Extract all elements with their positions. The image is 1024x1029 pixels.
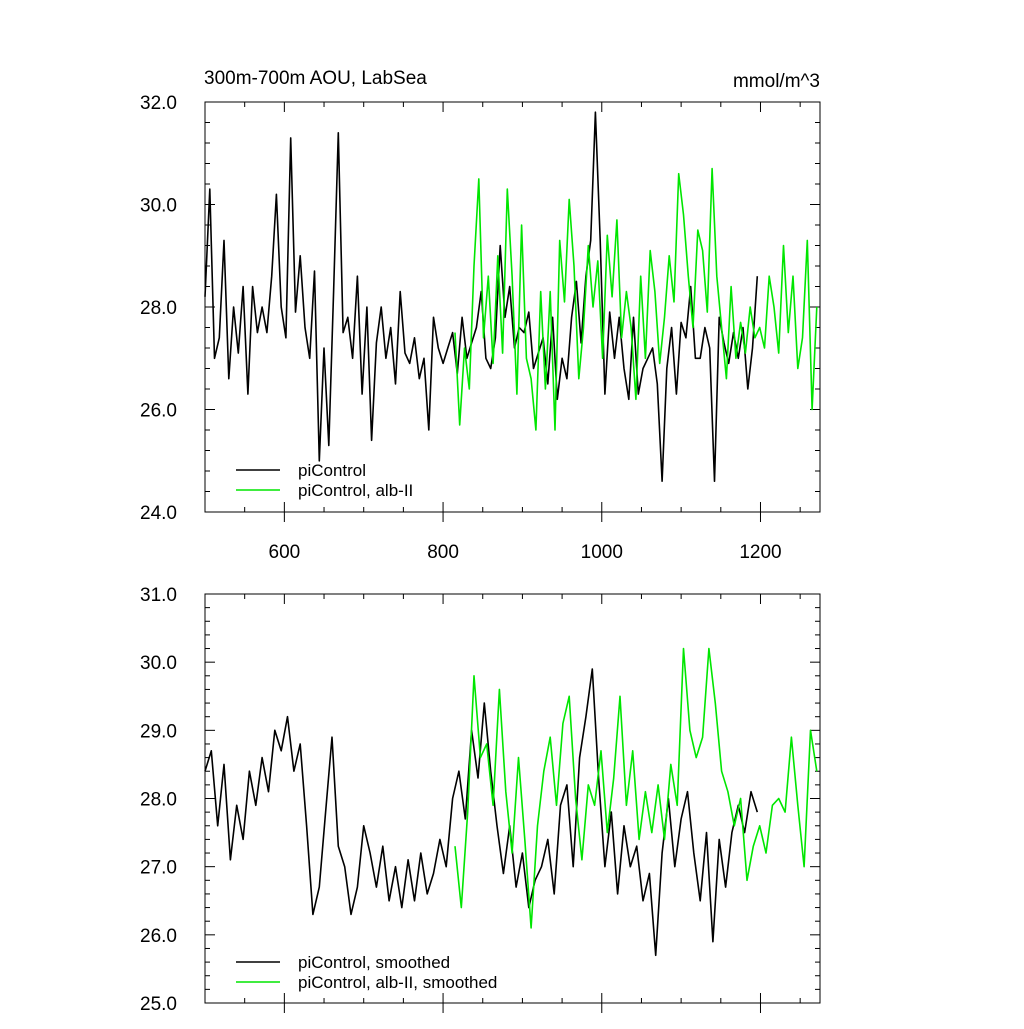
top-panel-series <box>204 111 818 483</box>
y-tick-label: 29.0 <box>140 721 177 742</box>
legend-label-picontrol-alb-ii: piControl, alb-II <box>298 481 413 500</box>
top-panel-title: 300m-700m AOU, LabSea <box>204 68 427 89</box>
plot-frame <box>204 593 821 1004</box>
series-line-picontrol-alb-ii-smoothed <box>454 647 818 929</box>
bottom-panel-series <box>204 647 818 957</box>
y-tick-label: 26.0 <box>140 926 177 947</box>
y-tick-label: 25.0 <box>140 994 177 1015</box>
top-panel-axes: 24.0 26.0 28.0 30.0 32.0 600 800 1000 1200 <box>140 93 821 563</box>
plot-frame <box>204 101 821 513</box>
top-panel-units: mmol/m^3 <box>733 71 820 92</box>
series-line-picontrol-alb-ii <box>454 167 818 431</box>
series-line-picontrol <box>204 111 759 483</box>
x-tick-label: 600 <box>269 542 301 563</box>
y-tick-label: 26.0 <box>140 401 177 422</box>
y-tick-label: 30.0 <box>140 653 177 674</box>
y-tick-label: 28.0 <box>140 790 177 811</box>
series-line-picontrol-smoothed <box>204 668 759 957</box>
y-tick-label: 32.0 <box>140 93 177 114</box>
y-tick-label: 30.0 <box>140 196 177 217</box>
legend-label-picontrol-alb-ii-smoothed: piControl, alb-II, smoothed <box>298 973 497 992</box>
y-tick-label: 31.0 <box>140 585 177 606</box>
top-panel: 300m-700m AOU, LabSea mmol/m^3 24.026.02… <box>140 68 821 563</box>
legend-label-picontrol-smoothed: piControl, smoothed <box>298 953 450 972</box>
bottom-panel-legend: piControl, smoothed piControl, alb-II, s… <box>236 953 497 992</box>
x-tick-label: 1200 <box>739 542 781 563</box>
y-tick-label: 24.0 <box>140 503 177 524</box>
legend-label-picontrol: piControl <box>298 461 366 480</box>
x-tick-label: 800 <box>427 542 459 563</box>
bottom-panel-axes: 25.0 26.0 27.0 28.0 29.0 30.0 31.0 <box>140 585 821 1015</box>
y-tick-label: 28.0 <box>140 298 177 319</box>
x-tick-label: 1000 <box>581 542 623 563</box>
y-tick-label: 27.0 <box>140 858 177 879</box>
top-panel-legend: piControl piControl, alb-II <box>236 461 413 500</box>
bottom-panel: 25.0 26.0 27.0 28.0 29.0 30.0 31.0 piControl, … <box>140 585 821 1015</box>
